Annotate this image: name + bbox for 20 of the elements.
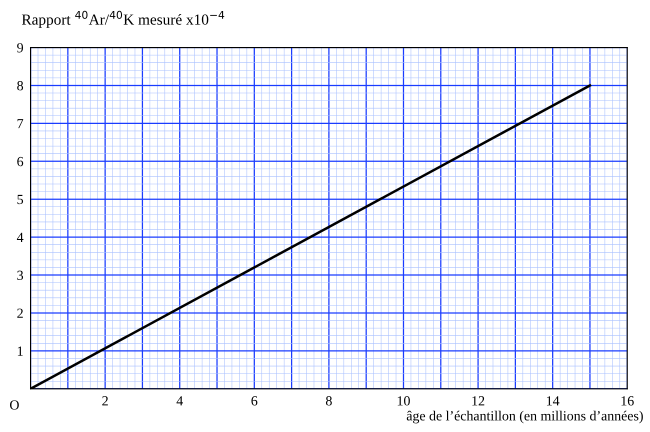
x-axis-title: âge de l’échantillon (en millions d’années) xyxy=(406,410,643,424)
y-tick-label: 9 xyxy=(17,43,24,52)
x-tick-label: 14 xyxy=(546,396,560,406)
text: O xyxy=(10,400,19,410)
x-tick-label: 10 xyxy=(398,396,410,406)
chart-title: Rapport $^{40}$Ar/$^{40}$K mesuré x10$^{−4}$ xyxy=(22,10,224,28)
y-tick-label: 5 xyxy=(17,194,24,204)
y-tick-label: 4 xyxy=(16,232,24,242)
y-tick-label: 2 xyxy=(17,308,23,318)
y-tick-label: 6 xyxy=(17,156,24,166)
y-tick-label: 1 xyxy=(18,346,23,356)
x-tick-label: 2 xyxy=(102,396,108,406)
x-tick-label: 4 xyxy=(176,396,183,406)
y-tick-label: 7 xyxy=(18,119,24,128)
x-tick-label: 6 xyxy=(251,396,258,406)
y-tick-label: 8 xyxy=(17,81,24,90)
x-tick-label: 12 xyxy=(472,396,484,406)
y-tick-label: 3 xyxy=(17,270,24,280)
x-tick-label: 16 xyxy=(622,396,634,406)
x-tick-label: 8 xyxy=(326,396,332,406)
